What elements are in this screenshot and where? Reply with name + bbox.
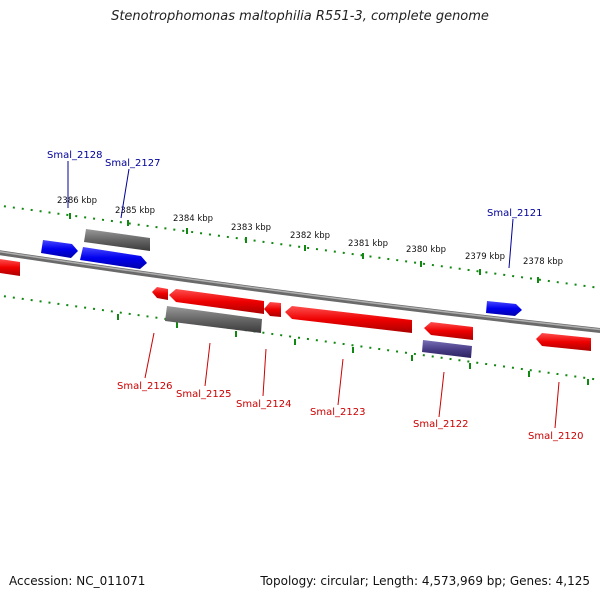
tick-labels: 2386 kbp 2385 kbp 2384 kbp 2383 kbp 2382… xyxy=(57,196,563,267)
tick-label: 2385 kbp xyxy=(115,206,155,216)
forward-gene-labels: Smal_2128 Smal_2127 Smal_2121 xyxy=(47,150,542,269)
tick-label: 2386 kbp xyxy=(57,196,97,206)
reverse-genes xyxy=(0,259,591,358)
gene-arrow[interactable] xyxy=(285,306,412,333)
gene-arrow[interactable] xyxy=(424,322,473,340)
pseudo-gene[interactable] xyxy=(84,229,150,251)
reverse-tick-track xyxy=(0,294,600,385)
forward-genes xyxy=(41,229,522,316)
reverse-gene-labels: Smal_2126 Smal_2125 Smal_2124 Smal_2123 … xyxy=(117,332,583,442)
tick-label: 2384 kbp xyxy=(173,214,213,224)
gene-label: Smal_2127 xyxy=(105,158,160,169)
gene-arrow[interactable] xyxy=(536,333,591,351)
gene-arrow[interactable] xyxy=(486,301,522,316)
genome-summary: Topology: circular; Length: 4,573,969 bp… xyxy=(260,574,590,588)
gene-label: Smal_2121 xyxy=(487,208,542,219)
gene-arrow[interactable] xyxy=(80,247,147,269)
gene-label: Smal_2120 xyxy=(528,431,583,442)
gene-arrow[interactable] xyxy=(264,302,281,317)
gene-label: Smal_2126 xyxy=(117,381,172,392)
gene-arrow[interactable] xyxy=(152,287,168,300)
gene-label: Smal_2128 xyxy=(47,150,102,161)
map-title: Stenotrophomonas maltophilia R551-3, com… xyxy=(111,9,489,24)
gene-arrow[interactable] xyxy=(41,240,78,258)
tick-label: 2378 kbp xyxy=(523,257,563,267)
other-gene[interactable] xyxy=(422,340,472,358)
gene-arrow[interactable] xyxy=(0,259,20,276)
gene-label: Smal_2122 xyxy=(413,419,468,430)
tick-label: 2382 kbp xyxy=(290,231,330,241)
gene-arrow[interactable] xyxy=(169,289,264,314)
gene-label: Smal_2124 xyxy=(236,399,291,410)
pseudo-gene[interactable] xyxy=(165,306,262,333)
tick-label: 2381 kbp xyxy=(348,239,388,249)
forward-tick-track xyxy=(0,204,600,289)
accession-label: Accession: NC_011071 xyxy=(9,574,146,588)
tick-label: 2380 kbp xyxy=(406,245,446,255)
genome-backbone xyxy=(0,250,600,333)
tick-label: 2383 kbp xyxy=(231,223,271,233)
gene-label: Smal_2125 xyxy=(176,389,231,400)
tick-label: 2379 kbp xyxy=(465,252,505,262)
gene-label: Smal_2123 xyxy=(310,407,365,418)
